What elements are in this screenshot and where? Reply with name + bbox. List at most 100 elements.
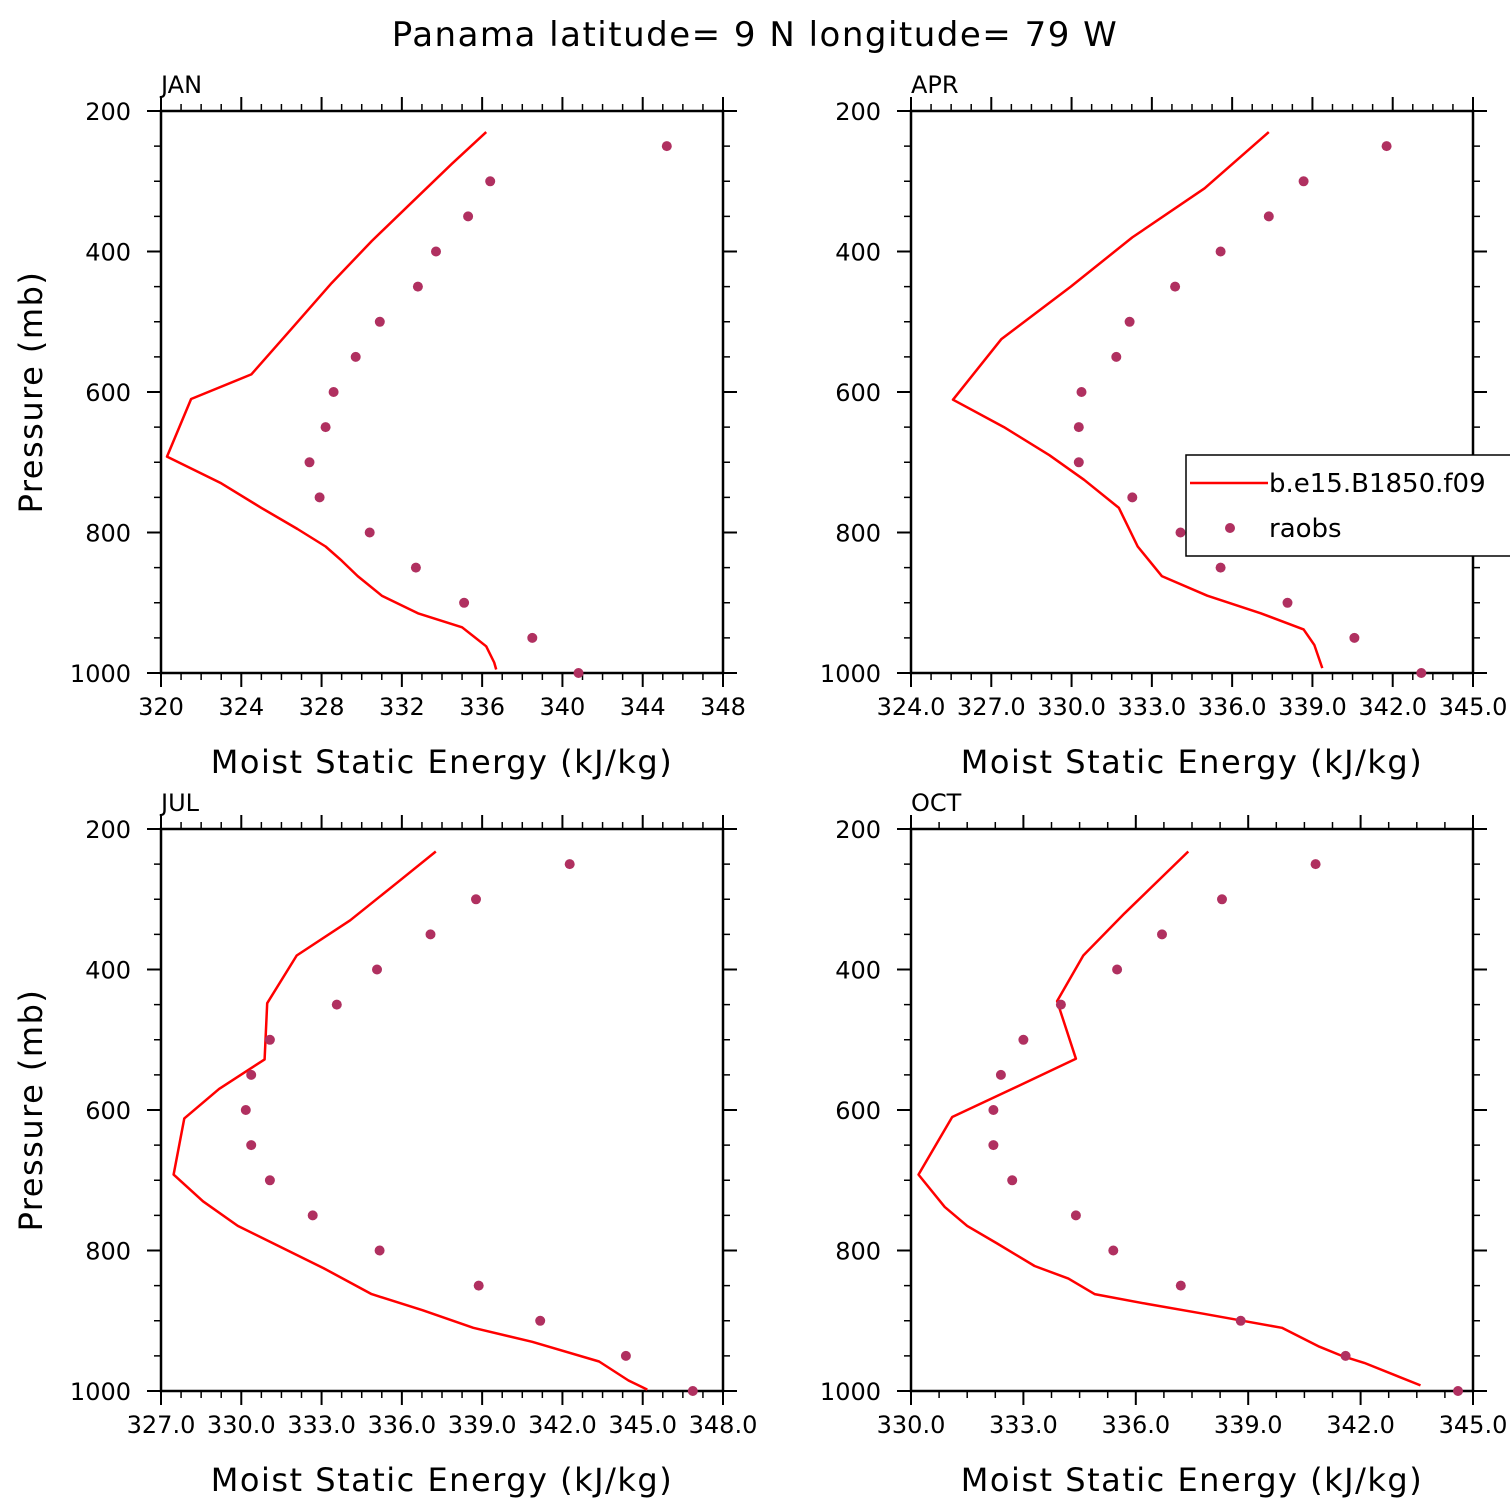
x-tick-label: 348 [700,693,746,721]
obs-point [485,176,496,187]
obs-point [328,387,339,397]
plot-frame [159,109,725,675]
panels: 320 324 328 332 336 340 344 348 200 400 600 800 1000… [12,71,1507,1499]
x-tick-label: 330.0 [207,1411,276,1439]
y-tick-label: 600 [85,1097,131,1125]
x-tick-label: 333.0 [1117,693,1186,721]
y-tick-label: 200 [835,816,881,844]
obs-point [331,999,342,1010]
obs-point [1349,632,1360,643]
obs-point [314,492,325,503]
panel-label: APR [911,71,959,99]
obs-point [410,562,421,573]
y-tick-label: 400 [835,239,881,267]
x-tick-label: 339.0 [1214,1411,1283,1439]
obs-point [1055,999,1066,1010]
y-tick-label: 1000 [820,660,881,688]
obs-point [364,527,375,538]
obs-point [304,457,315,468]
obs-point [1073,457,1084,468]
obs-point [1124,316,1135,327]
panel-jul: 327.0 330.0 333.0 336.0 339.0 342.0 345.0 348.0… [12,789,757,1499]
obs-point [459,597,470,608]
panel-label: OCT [911,789,962,817]
x-axis-title: Moist Static Energy (kJ/kg) [211,1461,673,1499]
x-axis-title: Moist Static Energy (kJ/kg) [211,743,673,781]
y-tick-label: 600 [835,1097,881,1125]
x-tick-label: 327.0 [957,693,1026,721]
y-tick-label: 800 [835,520,881,548]
panel-label: JUL [159,789,200,817]
x-tick-label: 324.0 [877,693,946,721]
x-tick-label: 342.0 [1358,693,1427,721]
obs-point [995,1069,1006,1080]
obs-point [1298,176,1309,187]
obs-point [1453,1386,1463,1396]
legend-obs-label: raobs [1269,514,1342,544]
obs-point [307,1210,318,1221]
obs-point [425,929,436,940]
y-tick-label: 1000 [70,1378,131,1406]
obs-point [246,1140,257,1151]
obs-point [1111,351,1122,362]
x-tick-label: 333.0 [989,1411,1058,1439]
obs-point [1175,527,1186,538]
obs-point [527,632,538,643]
obs-point [988,1140,999,1151]
panel-oct: 330.0 333.0 336.0 339.0 342.0 345.0 200 400 600 8… [820,789,1507,1499]
obs-point [1282,597,1293,608]
legend-obs-marker [1225,523,1235,533]
panel-apr: 324.0 327.0 330.0 333.0 336.0 339.0 342.0 345.0… [820,71,1507,781]
x-tick-label: 339.0 [1278,693,1347,721]
obs-point [1076,387,1087,397]
obs-point [1127,492,1138,503]
obs-point [431,246,441,257]
obs-point [1112,964,1123,975]
y-tick-label: 1000 [820,1378,881,1406]
x-tick-label: 348.0 [689,1411,758,1439]
model-series-line [172,850,648,1391]
obs-point [988,1105,999,1115]
y-axis-title: Pressure (mb) [12,989,50,1232]
obs-point [573,668,584,678]
obs-point [473,1280,484,1291]
obs-point [1157,929,1167,940]
obs-point [264,1175,275,1186]
x-tick-label: 330.0 [877,1411,946,1439]
x-axis-title: Moist Static Energy (kJ/kg) [961,1461,1423,1499]
obs-point [1263,211,1274,222]
y-axis-title: Pressure (mb) [12,271,50,514]
obs-point [1175,1280,1186,1291]
x-tick-label: 336.0 [1198,693,1267,721]
obs-point [350,351,361,362]
y-tick-label: 400 [85,957,131,985]
obs-point [620,1350,631,1361]
obs-point [1070,1210,1081,1221]
obs-point [1018,1034,1029,1045]
y-tick-label: 200 [85,98,131,126]
figure-title: Panama latitude= 9 N longitude= 79 W [392,15,1119,55]
panel-label: JAN [159,71,202,99]
y-tick-label: 1000 [70,660,131,688]
obs-point [1007,1175,1018,1186]
obs-point [264,1034,275,1045]
x-tick-label: 336.0 [367,1411,436,1439]
x-tick-label: 333.0 [287,1411,356,1439]
obs-point [1073,422,1084,433]
x-axis-title: Moist Static Energy (kJ/kg) [961,743,1423,781]
obs-point [471,894,481,905]
x-tick-label: 324 [218,693,264,721]
y-tick-label: 200 [835,98,881,126]
obs-point [1170,281,1181,292]
obs-point [463,211,474,222]
model-series-line [951,131,1324,669]
x-tick-label: 345.0 [1439,1411,1508,1439]
obs-point [564,859,575,870]
y-tick-label: 400 [835,957,881,985]
obs-point [372,964,382,975]
x-tick-label: 330.0 [1037,693,1106,721]
obs-point [1416,668,1427,678]
obs-point [374,1245,385,1256]
x-tick-label: 342.0 [528,1411,597,1439]
obs-point [320,422,331,433]
